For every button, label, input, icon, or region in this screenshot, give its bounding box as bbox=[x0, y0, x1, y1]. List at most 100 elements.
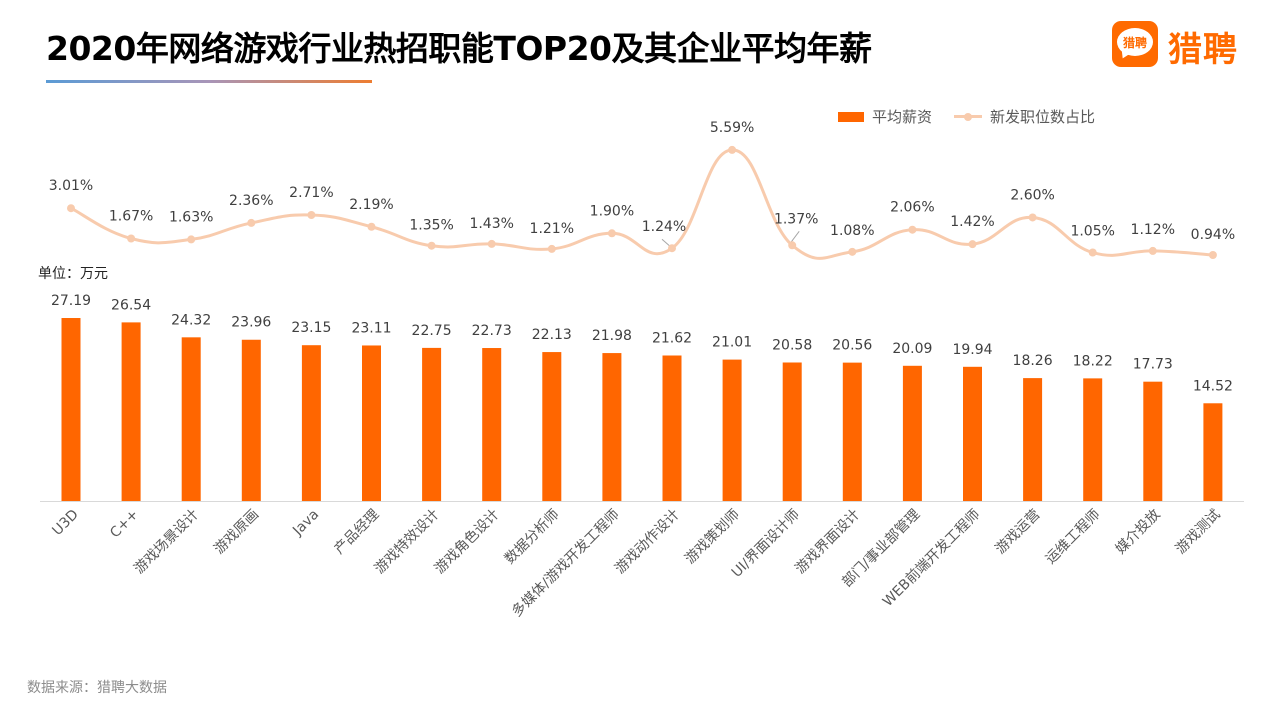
bar-value-label: 22.75 bbox=[412, 323, 452, 339]
line-value-label: 2.36% bbox=[229, 193, 273, 209]
bar bbox=[662, 355, 682, 501]
bar bbox=[542, 352, 562, 501]
line-point bbox=[187, 235, 196, 244]
line-point bbox=[487, 239, 496, 248]
line-point bbox=[848, 247, 857, 256]
line-value-label: 1.37% bbox=[774, 211, 818, 227]
bar-value-label: 20.58 bbox=[772, 337, 812, 353]
bar bbox=[362, 345, 381, 501]
bar bbox=[301, 345, 321, 501]
line-point bbox=[668, 244, 676, 253]
line-point bbox=[307, 210, 316, 219]
bar-value-label: 27.19 bbox=[51, 293, 91, 309]
line-value-label: 1.43% bbox=[469, 216, 513, 232]
bar bbox=[181, 337, 201, 501]
line-point bbox=[547, 244, 556, 253]
bar bbox=[963, 366, 982, 501]
bar bbox=[602, 353, 622, 501]
category-label: 产品经理 bbox=[331, 507, 382, 558]
line-value-label: 1.08% bbox=[830, 223, 874, 239]
line-value-label: 1.12% bbox=[1131, 222, 1175, 238]
category-label: 游戏原画 bbox=[211, 507, 262, 558]
category-label: 运维工程师 bbox=[1043, 507, 1104, 568]
line-point bbox=[788, 241, 797, 250]
bar-value-label: 20.09 bbox=[892, 341, 932, 357]
leader-line bbox=[789, 230, 800, 244]
line-value-label: 2.71% bbox=[289, 185, 333, 201]
line-value-label: 1.21% bbox=[530, 221, 574, 237]
bar-value-label: 23.11 bbox=[351, 320, 391, 336]
line-point bbox=[127, 234, 136, 243]
category-label: 数据分析师 bbox=[502, 507, 563, 568]
legend-bar-label: 平均薪资 bbox=[872, 108, 933, 126]
category-label: 游戏运营 bbox=[993, 507, 1044, 558]
line-point bbox=[1208, 251, 1217, 259]
bar bbox=[782, 362, 802, 501]
bar-value-label: 19.94 bbox=[952, 342, 992, 358]
legend-line-swatch bbox=[954, 112, 983, 121]
line-point bbox=[728, 145, 737, 154]
line-value-labels: 3.01% 1.67% 1.63% 2.36% 2.71% 2.19% 1.35% 1.43%… bbox=[49, 120, 1235, 243]
line-value-label: 1.42% bbox=[950, 214, 994, 230]
line-point bbox=[67, 204, 75, 213]
bar-value-label: 21.98 bbox=[592, 328, 632, 344]
category-label: 游戏角色设计 bbox=[431, 506, 502, 577]
liepin-logo-icon: 猎聘 bbox=[1112, 21, 1158, 67]
speech-bubble-icon: 猎聘 bbox=[1117, 28, 1153, 56]
bar-value-labels: 27.19 26.54 24.32 23.96 23.15 23.11 22.75 22.73… bbox=[51, 293, 1233, 394]
line-point bbox=[607, 229, 616, 238]
line-point bbox=[1088, 248, 1097, 257]
line-point bbox=[1028, 213, 1037, 222]
bar bbox=[1203, 403, 1223, 501]
label-leader-lines bbox=[661, 230, 800, 247]
bar-series bbox=[61, 318, 1223, 501]
title-underline bbox=[46, 80, 372, 83]
category-label: Java bbox=[289, 507, 322, 540]
legend-bar-swatch bbox=[838, 111, 864, 122]
bar-value-label: 26.54 bbox=[111, 297, 151, 313]
chart-legend: 平均薪资 新发职位数占比 bbox=[838, 106, 1095, 127]
bar-value-label: 23.15 bbox=[291, 320, 331, 336]
bar-value-label: 23.96 bbox=[231, 315, 271, 331]
line-value-label: 0.94% bbox=[1191, 227, 1235, 243]
category-label: 多媒体/游戏开发工程师 bbox=[508, 506, 622, 620]
bar-value-label: 18.22 bbox=[1073, 353, 1113, 369]
bar bbox=[722, 359, 742, 501]
category-label: 游戏动作设计 bbox=[612, 507, 683, 578]
bar-value-label: 22.13 bbox=[532, 327, 572, 343]
line-point bbox=[1148, 246, 1157, 255]
bar-value-label: 14.52 bbox=[1193, 378, 1233, 394]
page-title: 2020年网络游戏行业热招职能TOP20及其企业平均年薪 bbox=[46, 29, 872, 68]
bar-value-label: 21.62 bbox=[652, 330, 692, 346]
line-value-label: 1.63% bbox=[169, 209, 213, 225]
line-value-label: 2.06% bbox=[890, 200, 934, 216]
category-label: C++ bbox=[107, 507, 142, 542]
bar bbox=[902, 365, 922, 501]
line-point bbox=[247, 218, 256, 227]
line-point bbox=[427, 241, 436, 250]
line-points bbox=[67, 145, 1217, 259]
line-value-label: 1.35% bbox=[409, 218, 453, 234]
bar bbox=[482, 348, 502, 501]
bar bbox=[61, 318, 81, 501]
bar-value-label: 17.73 bbox=[1133, 357, 1173, 373]
line-value-label: 5.59% bbox=[710, 120, 754, 136]
bar-value-label: 24.32 bbox=[171, 312, 211, 328]
line-value-label: 1.24% bbox=[642, 219, 686, 235]
line-value-label: 2.60% bbox=[1010, 187, 1054, 203]
category-label: 媒介投放 bbox=[1113, 507, 1164, 558]
unit-label: 单位：万元 bbox=[38, 266, 108, 282]
logo-text: 猎聘 bbox=[1168, 30, 1238, 70]
bar-value-label: 18.26 bbox=[1013, 353, 1053, 369]
bar bbox=[842, 362, 862, 501]
logo-icon-text: 猎聘 bbox=[1122, 36, 1147, 50]
legend-line-label: 新发职位数占比 bbox=[990, 108, 1096, 126]
bar bbox=[1023, 378, 1043, 501]
data-source: 数据来源：猎聘大数据 bbox=[27, 680, 167, 696]
bar bbox=[241, 339, 261, 501]
category-label: 游戏策划师 bbox=[681, 506, 743, 568]
line-value-label: 1.67% bbox=[109, 209, 153, 225]
line-value-label: 2.19% bbox=[349, 197, 393, 213]
